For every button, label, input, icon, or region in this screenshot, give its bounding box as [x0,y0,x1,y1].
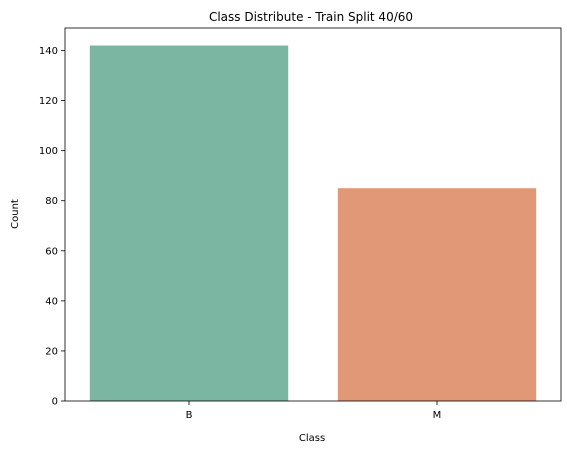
y-tick-label: 20 [45,346,58,357]
x-tick-label: M [433,410,442,421]
y-tick-label: 40 [45,296,58,307]
bars-group [89,45,537,401]
bar-b [89,45,289,401]
y-tick-label: 80 [45,196,58,207]
x-axis-label: Class [299,433,325,444]
y-tick-label: 100 [39,146,58,157]
bar-m [337,188,537,401]
chart-title: Class Distribute - Train Split 40/60 [209,10,413,24]
y-tick-label: 140 [39,46,58,57]
y-axis: 0 20 40 60 80 100 120 140 [39,46,65,408]
y-tick-label: 120 [39,96,58,107]
y-tick-label: 0 [52,397,58,408]
y-axis-label: Count [10,199,21,229]
x-tick-label: B [186,410,193,421]
y-tick-label: 60 [45,246,58,257]
plot-frame [64,27,562,402]
